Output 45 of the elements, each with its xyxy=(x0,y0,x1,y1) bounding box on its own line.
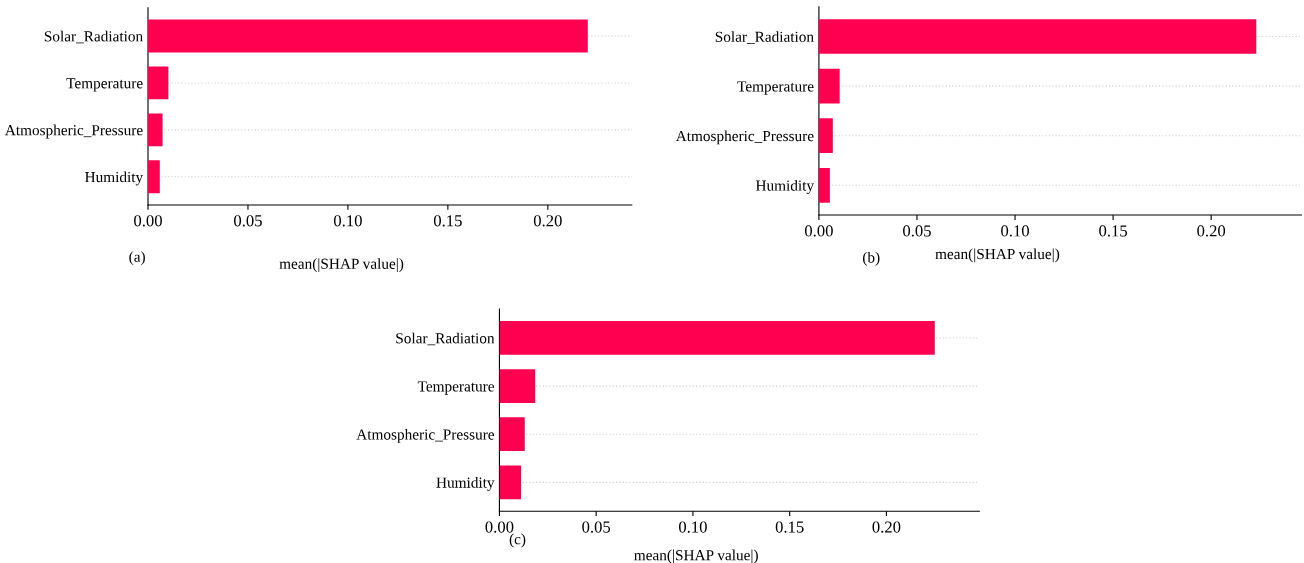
bar xyxy=(148,113,163,147)
x-tick-label: 0.15 xyxy=(1099,225,1128,237)
x-axis-title: mean(|SHAP value|) xyxy=(279,258,404,273)
x-tick-label: 0.05 xyxy=(903,225,931,237)
bar xyxy=(499,417,525,452)
x-tick-label: 0.10 xyxy=(1001,225,1029,237)
text: (c) xyxy=(509,533,526,548)
y-tick-label: Solar_Radiation xyxy=(715,31,814,44)
y-tick-label: Solar_Radiation xyxy=(396,332,495,346)
x-tick-label: 0.15 xyxy=(433,215,462,227)
bar xyxy=(499,465,522,500)
y-tick-label: Temperature xyxy=(737,81,814,95)
x-tick-label: 0.05 xyxy=(582,521,611,533)
y-tick-label: Humidity xyxy=(436,477,495,491)
y-tick-label: Solar_Radiation xyxy=(44,30,143,44)
text: (b) xyxy=(863,251,880,266)
y-tick-label: Humidity xyxy=(85,171,144,186)
x-tick-label: 0.00 xyxy=(485,521,514,533)
bar xyxy=(148,66,169,100)
y-tick-label: Temperature xyxy=(66,78,143,92)
x-axis-title: mean(|SHAP value|) xyxy=(634,549,758,563)
x-tick-label: 0.10 xyxy=(333,215,362,227)
x-tick-label: 0.20 xyxy=(1197,225,1226,237)
bar xyxy=(499,321,935,355)
bar xyxy=(818,19,1257,54)
y-tick-label: Atmospheric_Pressure xyxy=(4,124,143,139)
y-tick-label: Humidity xyxy=(755,180,814,194)
bar xyxy=(148,160,160,194)
x-tick-label: 0.10 xyxy=(678,521,707,533)
bar xyxy=(818,118,833,154)
x-tick-label: 0.20 xyxy=(533,215,562,227)
y-tick-label: Temperature xyxy=(417,381,495,395)
y-tick-label: Atmospheric_Pressure xyxy=(675,130,814,145)
x-tick-label: 0.20 xyxy=(872,521,901,533)
x-tick-label: 0.15 xyxy=(775,521,804,533)
x-axis-title: mean(|SHAP value|) xyxy=(935,248,1060,263)
x-tick-label: 0.00 xyxy=(804,225,833,237)
text: (a) xyxy=(129,251,145,266)
bar xyxy=(818,68,840,104)
x-tick-label: 0.05 xyxy=(234,215,262,227)
bar xyxy=(818,167,830,203)
bar xyxy=(148,19,588,53)
x-tick-label: 0.00 xyxy=(134,215,162,227)
bar xyxy=(499,369,536,403)
y-tick-label: Atmospheric_Pressure xyxy=(356,428,495,443)
